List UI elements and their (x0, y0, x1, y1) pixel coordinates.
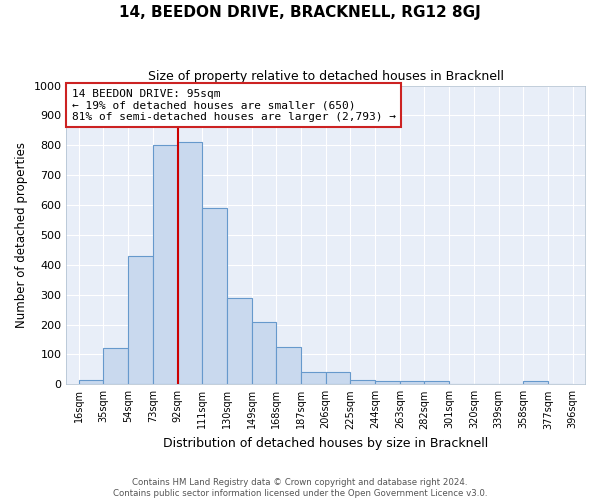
Title: Size of property relative to detached houses in Bracknell: Size of property relative to detached ho… (148, 70, 504, 83)
Bar (301, 372, 326, 384)
Bar (128, 256, 153, 384)
Text: Contains HM Land Registry data © Crown copyright and database right 2024.
Contai: Contains HM Land Registry data © Crown c… (113, 478, 487, 498)
Text: 14, BEEDON DRIVE, BRACKNELL, RG12 8GJ: 14, BEEDON DRIVE, BRACKNELL, RG12 8GJ (119, 5, 481, 20)
Bar (523, 382, 548, 384)
Bar (400, 382, 424, 384)
Bar (202, 208, 227, 384)
Bar (424, 382, 449, 384)
Bar (277, 347, 301, 385)
Bar (79, 380, 103, 384)
Bar (227, 298, 251, 384)
Bar (178, 142, 202, 384)
Bar (326, 372, 350, 384)
Bar (153, 146, 178, 384)
Bar (350, 380, 375, 384)
Y-axis label: Number of detached properties: Number of detached properties (15, 142, 28, 328)
X-axis label: Distribution of detached houses by size in Bracknell: Distribution of detached houses by size … (163, 437, 488, 450)
Bar (103, 348, 128, 384)
Bar (251, 322, 277, 384)
Text: 14 BEEDON DRIVE: 95sqm
← 19% of detached houses are smaller (650)
81% of semi-de: 14 BEEDON DRIVE: 95sqm ← 19% of detached… (71, 88, 395, 122)
Bar (375, 382, 400, 384)
